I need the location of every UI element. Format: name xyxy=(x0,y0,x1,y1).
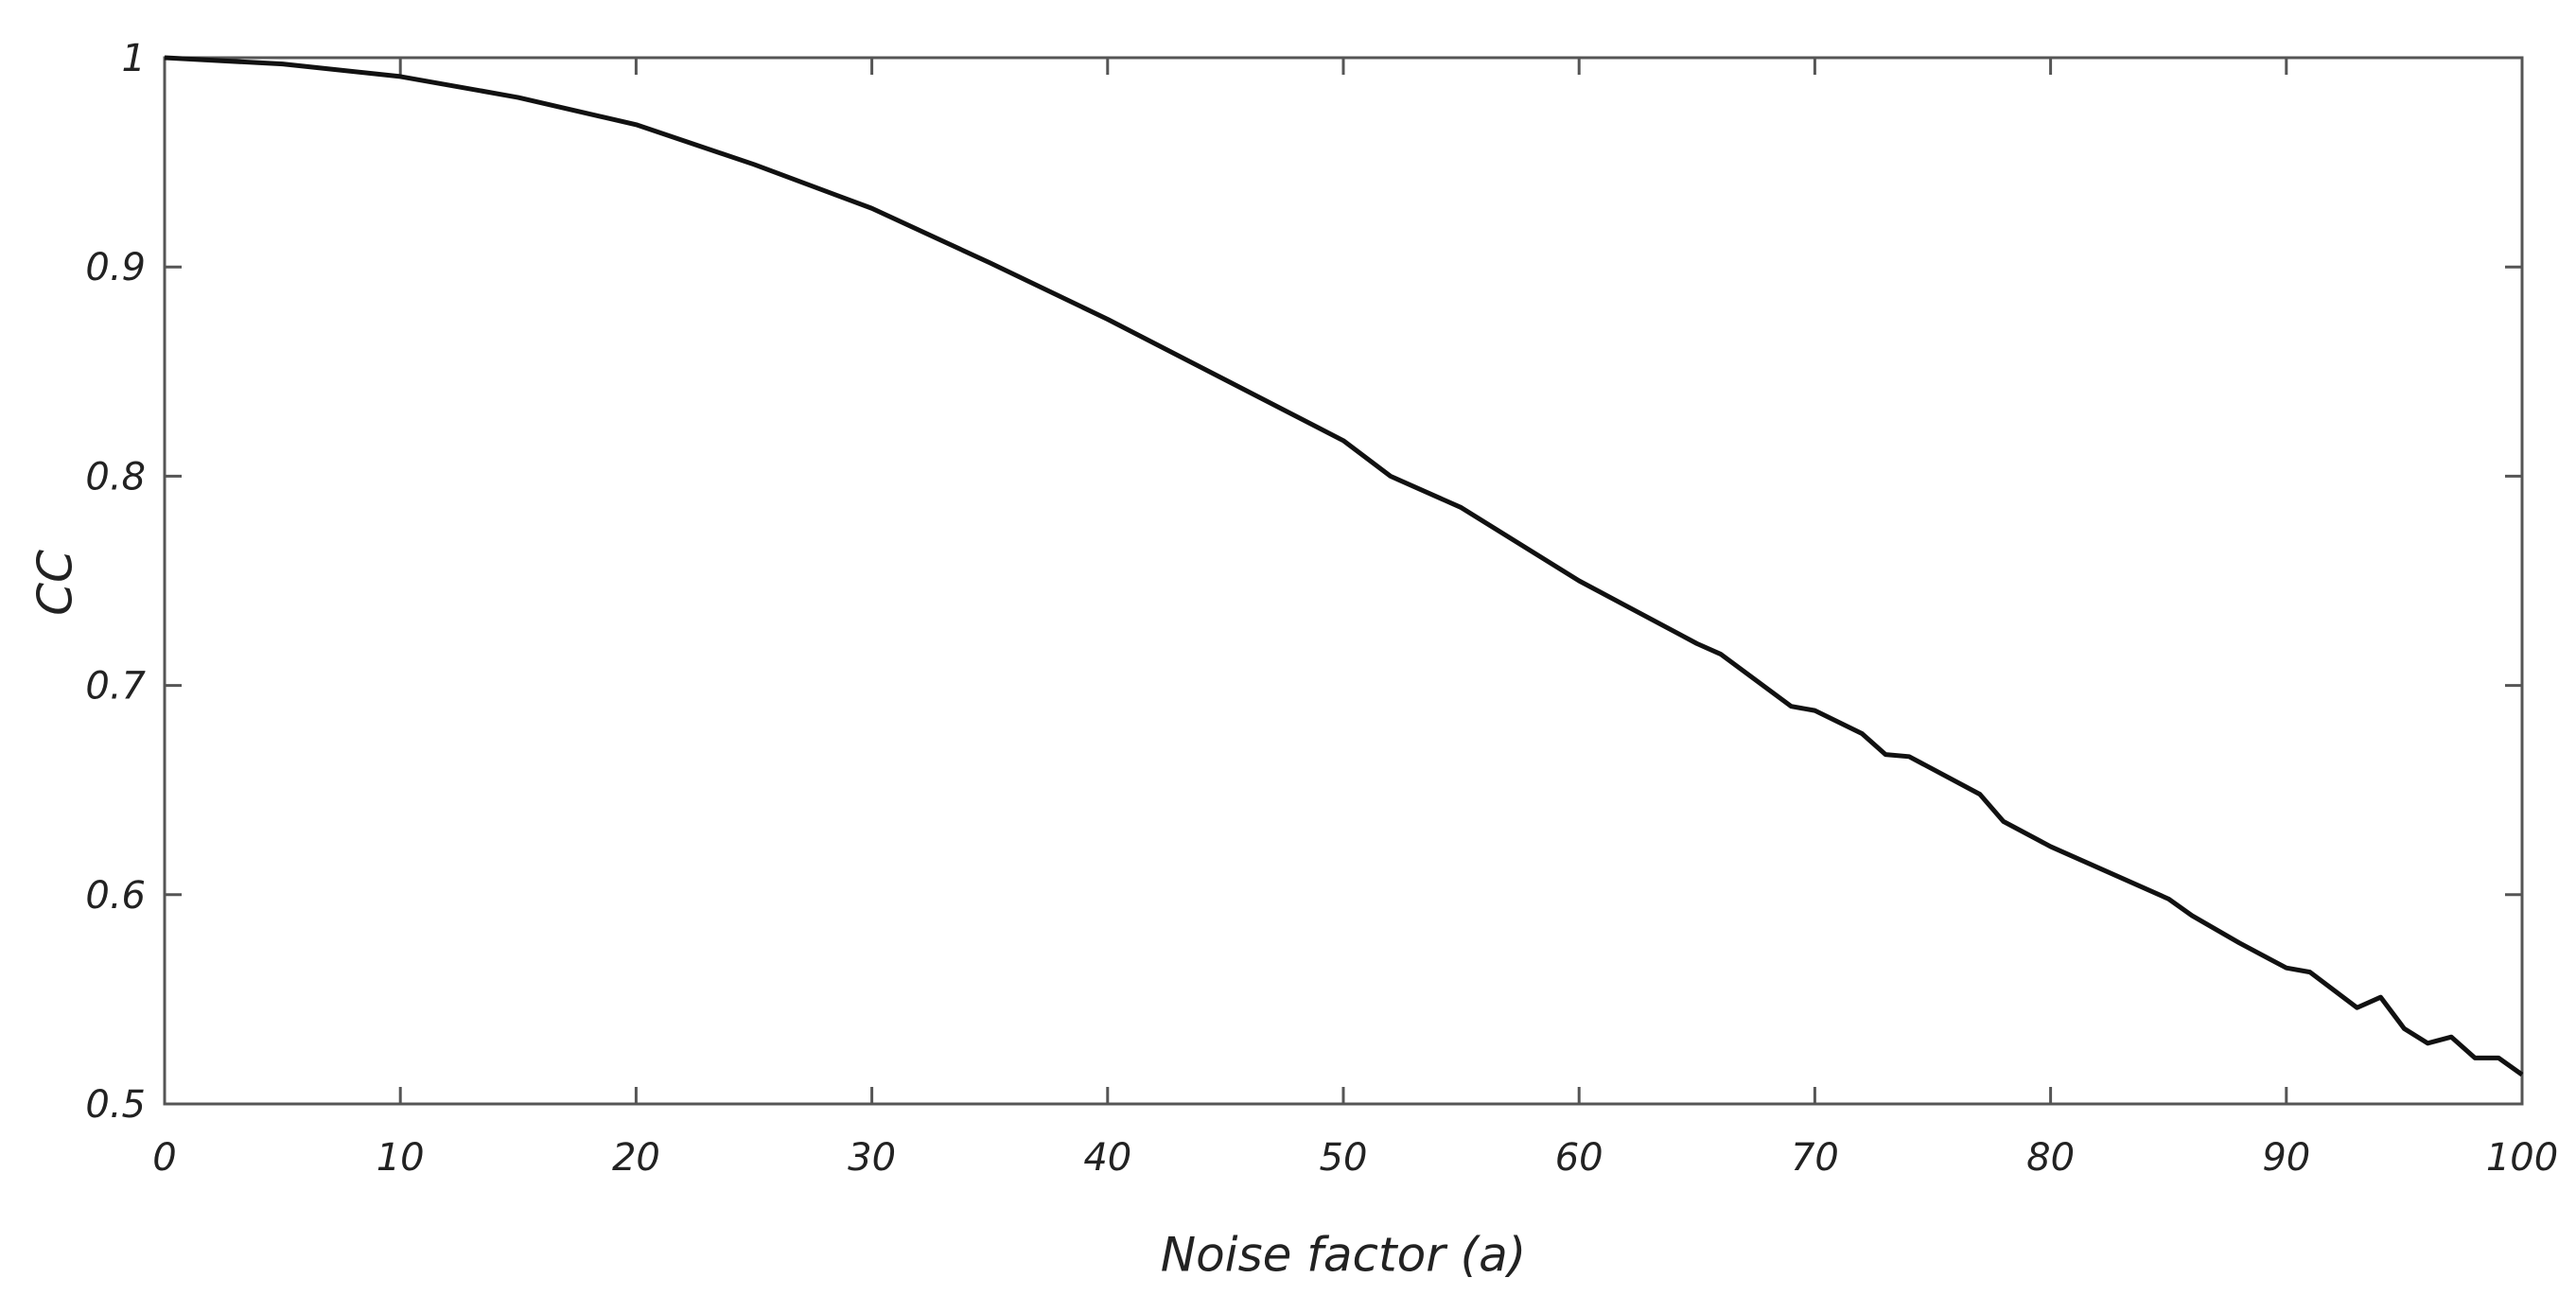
y-tick-label: 0.7 xyxy=(85,665,146,709)
y-tick-label: 0.9 xyxy=(85,246,146,289)
y-tick-label: 0.8 xyxy=(85,455,146,499)
x-tick-label: 30 xyxy=(848,1136,896,1180)
y-tick-label: 1 xyxy=(122,37,146,80)
x-tick-label: 100 xyxy=(2486,1136,2558,1180)
x-tick-label: 90 xyxy=(2262,1136,2310,1180)
x-tick-label: 60 xyxy=(1555,1136,1603,1180)
x-tick-label: 70 xyxy=(1791,1136,1839,1180)
x-tick-label: 50 xyxy=(1320,1136,1368,1180)
x-tick-label: 20 xyxy=(612,1136,660,1180)
plot-frame xyxy=(163,56,2524,1106)
data-line xyxy=(164,55,2524,1077)
y-axis-label: CC xyxy=(28,550,83,616)
y-tick-label: 0.6 xyxy=(85,874,146,918)
x-tick-label: 40 xyxy=(1083,1136,1131,1180)
x-axis-label: Noise factor (a) xyxy=(1161,1228,1527,1283)
x-tick-label: 0 xyxy=(152,1136,176,1180)
y-tick-label: 0.5 xyxy=(85,1083,146,1127)
x-tick-label: 10 xyxy=(377,1136,425,1180)
x-tick-label: 80 xyxy=(2026,1136,2075,1180)
